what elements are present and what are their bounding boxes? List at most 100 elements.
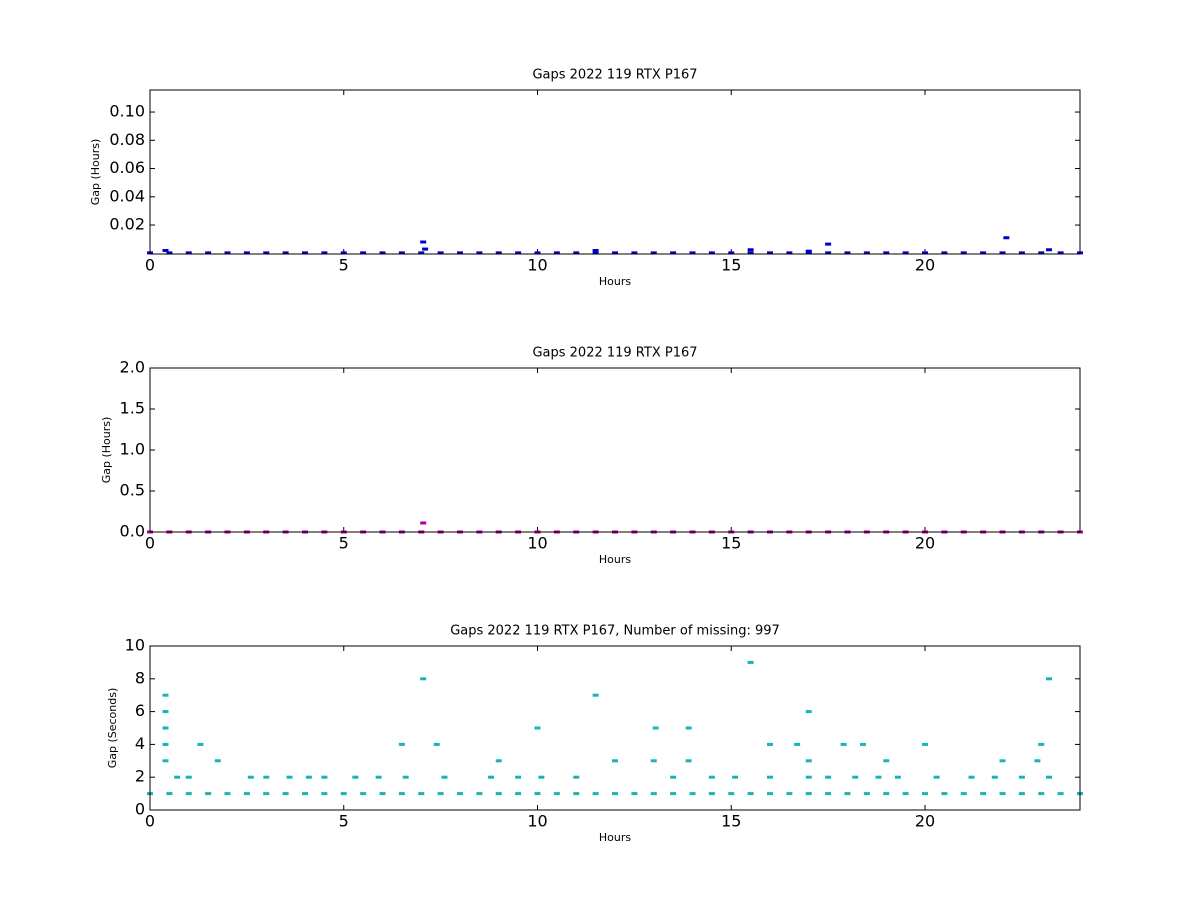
point bbox=[340, 251, 347, 255]
point bbox=[1038, 792, 1045, 796]
point bbox=[894, 775, 901, 779]
point bbox=[612, 792, 618, 796]
plot-frame bbox=[149, 367, 1081, 533]
point bbox=[420, 677, 427, 681]
point bbox=[805, 710, 812, 714]
point bbox=[708, 792, 715, 796]
point bbox=[495, 251, 502, 255]
point bbox=[263, 792, 270, 796]
point bbox=[933, 775, 940, 779]
point bbox=[553, 251, 560, 255]
point bbox=[402, 775, 409, 779]
y-axis-label: Gap (Hours) bbox=[100, 417, 113, 484]
point bbox=[592, 248, 599, 252]
point bbox=[747, 660, 754, 664]
point bbox=[282, 792, 289, 796]
chart-title: Gaps 2022 119 RTX P167, Number of missin… bbox=[450, 624, 780, 639]
point bbox=[205, 251, 212, 255]
point bbox=[162, 759, 169, 763]
point bbox=[844, 792, 851, 796]
point bbox=[476, 251, 483, 255]
point bbox=[922, 251, 928, 255]
y-tick-label: 2.0 bbox=[120, 358, 145, 377]
point bbox=[534, 792, 541, 796]
point bbox=[379, 251, 386, 255]
point bbox=[495, 759, 502, 763]
point bbox=[1046, 677, 1052, 681]
point bbox=[592, 251, 599, 255]
point bbox=[650, 251, 657, 255]
x-tick-label: 20 bbox=[915, 812, 935, 831]
y-tick-label: 0.06 bbox=[109, 158, 145, 177]
point bbox=[457, 251, 463, 255]
point bbox=[650, 792, 657, 796]
plot-frame bbox=[149, 89, 1081, 255]
point bbox=[538, 775, 545, 779]
point bbox=[747, 251, 754, 255]
point bbox=[515, 775, 522, 779]
y-axis-label: Gap (Hours) bbox=[89, 139, 102, 206]
point bbox=[708, 775, 715, 779]
plot-frame bbox=[149, 645, 1081, 811]
point bbox=[650, 759, 657, 763]
x-tick-label: 10 bbox=[527, 812, 547, 831]
point bbox=[922, 742, 928, 746]
point bbox=[592, 693, 599, 697]
point bbox=[573, 792, 580, 796]
y-tick-label: 1.5 bbox=[120, 399, 145, 418]
point bbox=[162, 693, 169, 697]
point bbox=[728, 251, 735, 255]
point bbox=[457, 792, 463, 796]
point bbox=[863, 251, 870, 255]
point bbox=[420, 240, 427, 244]
point bbox=[883, 251, 890, 255]
point bbox=[282, 251, 289, 255]
point bbox=[360, 251, 367, 255]
point bbox=[495, 792, 502, 796]
point bbox=[515, 251, 522, 255]
point bbox=[573, 251, 580, 255]
point bbox=[214, 759, 221, 763]
point bbox=[840, 742, 847, 746]
x-tick-label: 5 bbox=[339, 256, 349, 275]
point bbox=[174, 775, 181, 779]
point bbox=[420, 521, 427, 525]
point bbox=[302, 251, 308, 255]
x-tick-label: 15 bbox=[721, 256, 741, 275]
point bbox=[960, 251, 967, 255]
point bbox=[321, 792, 328, 796]
y-tick-label: 10 bbox=[125, 636, 145, 655]
point bbox=[805, 249, 812, 253]
point bbox=[1018, 251, 1025, 255]
point bbox=[875, 775, 882, 779]
point bbox=[968, 775, 975, 779]
point bbox=[685, 726, 692, 730]
y-tick-label: 0.02 bbox=[109, 215, 145, 234]
point bbox=[999, 251, 1006, 255]
x-tick-label: 5 bbox=[339, 812, 349, 831]
point bbox=[437, 251, 444, 255]
point bbox=[441, 775, 448, 779]
point bbox=[825, 242, 832, 246]
point bbox=[794, 742, 801, 746]
point bbox=[670, 775, 677, 779]
point bbox=[805, 792, 812, 796]
point bbox=[162, 726, 169, 730]
point bbox=[534, 251, 541, 255]
point bbox=[805, 775, 812, 779]
point bbox=[902, 792, 909, 796]
x-tick-label: 0 bbox=[145, 256, 155, 275]
point bbox=[786, 251, 793, 255]
point bbox=[224, 251, 231, 255]
point bbox=[1034, 759, 1041, 763]
point bbox=[263, 775, 270, 779]
point bbox=[379, 792, 386, 796]
point bbox=[902, 251, 909, 255]
x-tick-label: 0 bbox=[145, 812, 155, 831]
point bbox=[1046, 775, 1052, 779]
point bbox=[185, 251, 192, 255]
point bbox=[1057, 251, 1064, 255]
y-tick-label: 0.04 bbox=[109, 186, 145, 205]
